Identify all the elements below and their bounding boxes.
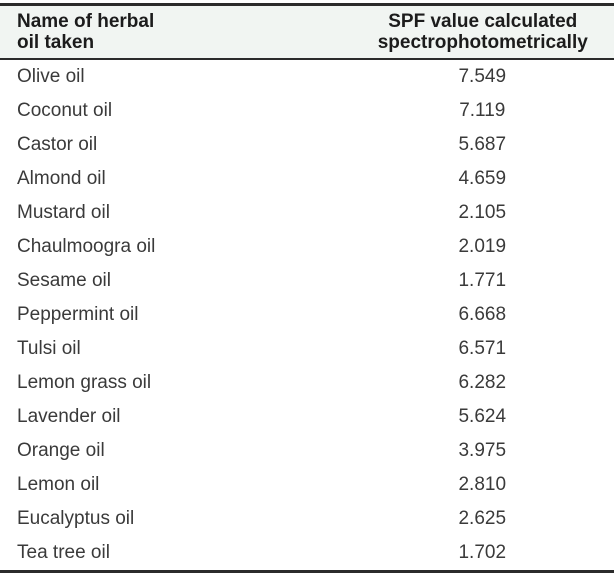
oil-name-cell: Mustard oil (17, 202, 110, 223)
spf-value-cell: 1.771 (458, 270, 507, 291)
table-row: Eucalyptus oil 2.625 (0, 502, 614, 536)
table-row: Castor oil 5.687 (0, 128, 614, 162)
oil-name-cell: Lemon grass oil (17, 372, 152, 393)
spf-value-cell: 1.702 (458, 542, 507, 563)
spf-value-cell: 7.119 (459, 100, 506, 121)
table-row: Almond oil 4.659 (0, 162, 614, 196)
column-header-spf-value: SPF value calculated spectrophotometrica… (356, 4, 614, 60)
spf-value-cell: 5.624 (458, 406, 507, 427)
oil-name-cell: Lemon oil (17, 474, 100, 495)
table-row: Orange oil 3.975 (0, 434, 614, 468)
table-row: Mustard oil 2.105 (0, 196, 614, 230)
oil-name-cell: Tulsi oil (17, 338, 81, 359)
table-row: Tulsi oil 6.571 (0, 332, 614, 366)
spf-value-cell: 3.975 (458, 440, 507, 461)
oil-name-cell: Lavender oil (17, 406, 121, 427)
spf-value-cell: 6.571 (458, 338, 507, 359)
spf-value-cell: 6.282 (458, 372, 507, 393)
oil-name-cell: Almond oil (17, 168, 106, 189)
spf-value-cell: 7.549 (458, 66, 507, 87)
oil-name-cell: Chaulmoogra oil (17, 236, 156, 257)
column-header-oil-name: Name of herbal oil taken (0, 4, 357, 60)
table-row: Tea tree oil 1.702 (0, 536, 614, 572)
oil-name-cell: Peppermint oil (17, 304, 139, 325)
table-row: Lemon oil 2.810 (0, 468, 614, 502)
table-row: Sesame oil 1.771 (0, 264, 614, 298)
oil-name-cell: Coconut oil (17, 100, 113, 121)
oil-name-cell: Sesame oil (17, 270, 111, 291)
table-row: Lavender oil 5.624 (0, 400, 614, 434)
oil-name-cell: Orange oil (17, 440, 105, 461)
spf-value-cell: 2.105 (458, 202, 507, 223)
table-row: Coconut oil 7.119 (0, 94, 614, 128)
table-row: Chaulmoogra oil 2.019 (0, 230, 614, 264)
oil-name-cell: Castor oil (17, 134, 98, 155)
table-row: Peppermint oil 6.668 (0, 298, 614, 332)
oil-name-cell: Olive oil (17, 66, 85, 87)
oil-name-cell: Tea tree oil (17, 542, 110, 563)
oil-name-cell: Eucalyptus oil (17, 508, 135, 529)
spf-value-cell: 4.659 (458, 168, 507, 189)
table-header: Name of herbal oil taken SPF value calcu… (0, 4, 614, 60)
table-row: Lemon grass oil 6.282 (0, 366, 614, 400)
herbal-oil-spf-table: Name of herbal oil taken SPF value calcu… (0, 3, 614, 573)
spf-value-cell: 2.810 (458, 474, 507, 495)
spf-value-cell: 6.668 (458, 304, 507, 325)
table-body: Olive oil 7.549 Coconut oil 7.119 Castor… (0, 59, 614, 572)
header-row: Name of herbal oil taken SPF value calcu… (0, 4, 614, 60)
spf-value-cell: 2.019 (458, 236, 507, 257)
table-row: Olive oil 7.549 (0, 59, 614, 94)
spf-value-cell: 2.625 (458, 508, 507, 529)
spf-value-cell: 5.687 (458, 134, 507, 155)
